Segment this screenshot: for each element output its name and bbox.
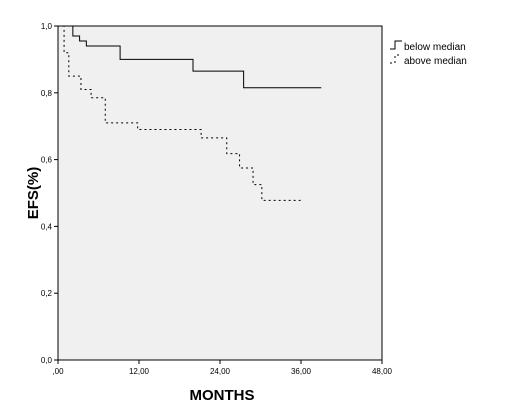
x-tick-label: 48,00 [372, 367, 393, 376]
plot-area [57, 25, 383, 361]
y-tick-label: 0,6 [41, 156, 53, 165]
series-layer [58, 25, 322, 201]
y-tick-label: 0,2 [41, 289, 53, 298]
x-tick-label: ,00 [52, 367, 64, 376]
y-tick-label: 1,0 [41, 22, 53, 31]
x-tick-label: 12,00 [129, 367, 150, 376]
y-tick-label: 0,0 [41, 356, 53, 365]
x-axis: ,00 12,00 24,00 36,00 48,00 [52, 360, 393, 376]
legend-item: above median [390, 54, 467, 67]
y-tick-label: 0,4 [41, 222, 53, 231]
y-tick-label: 0,8 [41, 89, 53, 98]
x-axis-title: MONTHS [190, 387, 255, 404]
series-line-1 [58, 25, 322, 89]
x-tick-label: 36,00 [291, 367, 312, 376]
legend-swatch [390, 40, 402, 50]
legend-swatch [390, 54, 402, 64]
legend-label: below median [404, 42, 466, 53]
y-axis-title: EFS(%) [25, 167, 42, 220]
legend-label: above median [404, 56, 467, 67]
legend: below median above median [390, 40, 467, 67]
x-tick-label: 24,00 [210, 367, 231, 376]
y-axis: 0,0 0,2 0,4 0,6 0,8 1,0 [41, 22, 58, 365]
legend-item: below median [390, 40, 466, 53]
